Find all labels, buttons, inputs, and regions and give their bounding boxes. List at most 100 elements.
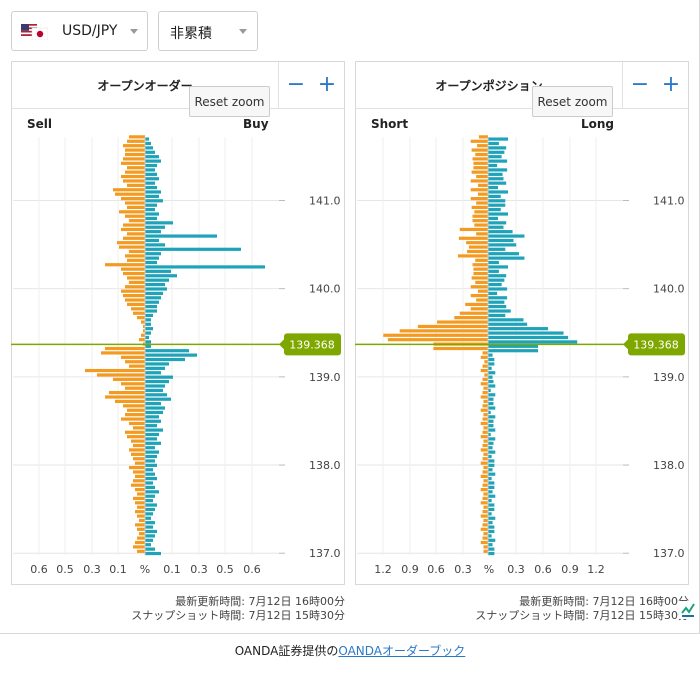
us-japan-flag-icon — [21, 24, 48, 40]
short-bar — [470, 285, 488, 289]
long-bar — [488, 282, 502, 287]
sell-bar — [133, 443, 145, 448]
short-bar — [471, 276, 488, 280]
sell-bar — [127, 408, 145, 412]
reset-zoom-button[interactable]: Reset zoom — [532, 86, 613, 117]
buy-bar — [145, 221, 173, 225]
long-bar — [488, 190, 509, 194]
buy-bar — [145, 260, 157, 265]
short-bar — [482, 351, 488, 355]
buy-bar — [145, 353, 197, 357]
reset-zoom-button[interactable]: Reset zoom — [189, 86, 270, 117]
buy-bar — [145, 181, 155, 185]
long-bar — [488, 441, 494, 445]
buy-bar — [145, 212, 159, 216]
long-bar — [488, 238, 514, 243]
oanda-orderbook-link[interactable]: OANDAオーダーブック — [338, 644, 466, 658]
currency-pair-select[interactable]: USD/JPY — [11, 11, 148, 51]
buy-bar — [145, 349, 189, 353]
short-bar — [477, 183, 488, 187]
zoom-in-button[interactable]: + — [661, 72, 681, 97]
buy-bar — [145, 305, 157, 309]
zoom-in-button[interactable]: + — [317, 72, 337, 97]
short-bar — [473, 166, 488, 170]
sell-bar — [133, 479, 145, 483]
long-bar — [488, 446, 493, 450]
buy-bar — [145, 287, 167, 291]
short-bar — [483, 413, 488, 417]
long-bar — [488, 454, 492, 459]
sell-bar — [127, 232, 145, 236]
buy-bar — [145, 446, 155, 450]
x-tick-label: 0.5 — [216, 563, 234, 576]
long-bar — [488, 521, 493, 525]
buy-bar — [145, 490, 159, 494]
chevron-down-icon — [239, 29, 247, 34]
sell-bar — [125, 148, 145, 152]
buy-bar — [145, 340, 151, 344]
buy-bar — [145, 371, 161, 375]
long-bar — [488, 529, 495, 534]
short-bar — [472, 219, 488, 223]
sell-bar — [139, 518, 145, 523]
price-tag-pointer — [279, 338, 285, 351]
long-bar — [488, 494, 496, 498]
short-bar — [483, 452, 488, 456]
sell-bar — [129, 249, 145, 254]
short-bar — [483, 439, 488, 443]
short-bar — [465, 302, 488, 307]
buy-bar — [145, 516, 151, 520]
short-bar — [480, 540, 488, 545]
sell-bar — [115, 399, 145, 404]
buy-bar — [145, 163, 157, 168]
sell-bar — [139, 338, 145, 342]
zoom-out-button[interactable]: − — [630, 72, 650, 97]
short-bar — [475, 280, 488, 284]
buy-bar — [145, 472, 155, 476]
sell-bar — [137, 527, 145, 531]
accumulation-mode-select[interactable]: 非累積 — [158, 11, 258, 51]
long-bar — [488, 331, 564, 335]
sell-bar — [123, 236, 145, 240]
short-bar — [483, 545, 488, 549]
current-price-tag — [628, 333, 685, 356]
sell-bar — [127, 258, 145, 262]
short-bar — [482, 364, 488, 368]
sell-bar — [125, 201, 145, 205]
y-tick-label: 137.0 — [309, 547, 341, 560]
long-bar — [488, 349, 539, 353]
sell-bar — [123, 293, 145, 298]
long-bar — [488, 212, 509, 216]
sell-bar — [133, 426, 145, 430]
long-bar — [488, 296, 508, 300]
short-bar — [474, 223, 488, 227]
long-bar — [488, 159, 508, 163]
short-bar — [482, 536, 488, 540]
long-bar — [488, 181, 507, 185]
buy-bar — [145, 274, 177, 278]
long-bar — [488, 547, 495, 551]
long-bar — [488, 256, 525, 260]
sell-bar — [131, 452, 145, 456]
short-bar — [484, 373, 488, 377]
long-bar — [488, 185, 499, 190]
sell-bar — [125, 214, 145, 218]
buy-bar — [145, 476, 157, 481]
sell-bar — [123, 179, 145, 183]
sell-bar — [125, 285, 145, 289]
long-bar — [488, 146, 507, 150]
short-bar — [457, 254, 488, 258]
sell-bar — [133, 496, 145, 501]
zoom-out-button[interactable]: − — [286, 72, 306, 97]
sell-bar — [129, 135, 145, 139]
short-bar — [458, 236, 488, 240]
sell-bar — [123, 157, 145, 161]
buy-bar — [145, 454, 157, 459]
long-bar — [488, 410, 491, 415]
update-info: 最新更新時間: 7月12日 16時00分 スナップショット時間: 7月12日 1… — [355, 595, 689, 623]
sell-bar — [133, 470, 145, 474]
long-bar — [488, 194, 501, 198]
short-bar — [472, 263, 488, 267]
x-tick-label: 0.3 — [507, 563, 525, 576]
